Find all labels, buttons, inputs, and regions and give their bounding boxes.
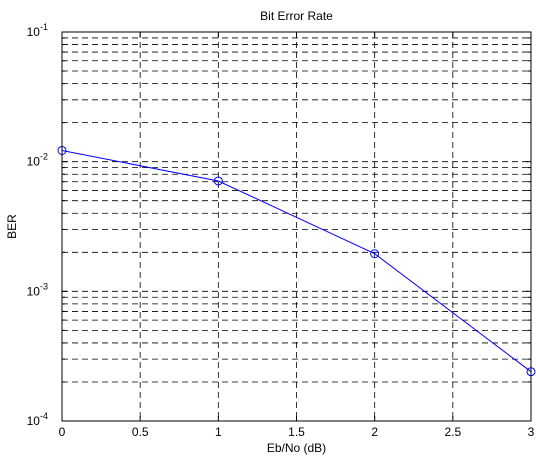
x-tick-label: 0.5 xyxy=(132,425,149,439)
y-tick-label: 10-1 xyxy=(27,22,48,39)
series-line xyxy=(61,150,532,373)
series-layer xyxy=(57,145,536,377)
chart-title: Bit Error Rate xyxy=(260,9,333,23)
y-tick-label: 10-3 xyxy=(27,281,48,298)
x-tick-label: 1.5 xyxy=(288,425,305,439)
grid xyxy=(62,32,531,421)
x-tick-label: 0 xyxy=(59,425,66,439)
y-tick-label: 10-4 xyxy=(27,411,48,428)
y-axis-label: BER xyxy=(5,214,19,239)
data-point-marker xyxy=(213,176,223,186)
y-tick-label: 10-2 xyxy=(27,152,48,169)
x-axis-label: Eb/No (dB) xyxy=(267,441,326,455)
x-tick-label: 1 xyxy=(215,425,222,439)
data-point-marker xyxy=(370,249,380,259)
x-tick-label: 2.5 xyxy=(444,425,461,439)
ticks: 0 0.5 1 1.5 2 2.5 3 10-4 10-3 10-2 10-1 xyxy=(27,22,535,439)
x-tick-label: 2 xyxy=(371,425,378,439)
x-tick-label: 3 xyxy=(528,425,535,439)
